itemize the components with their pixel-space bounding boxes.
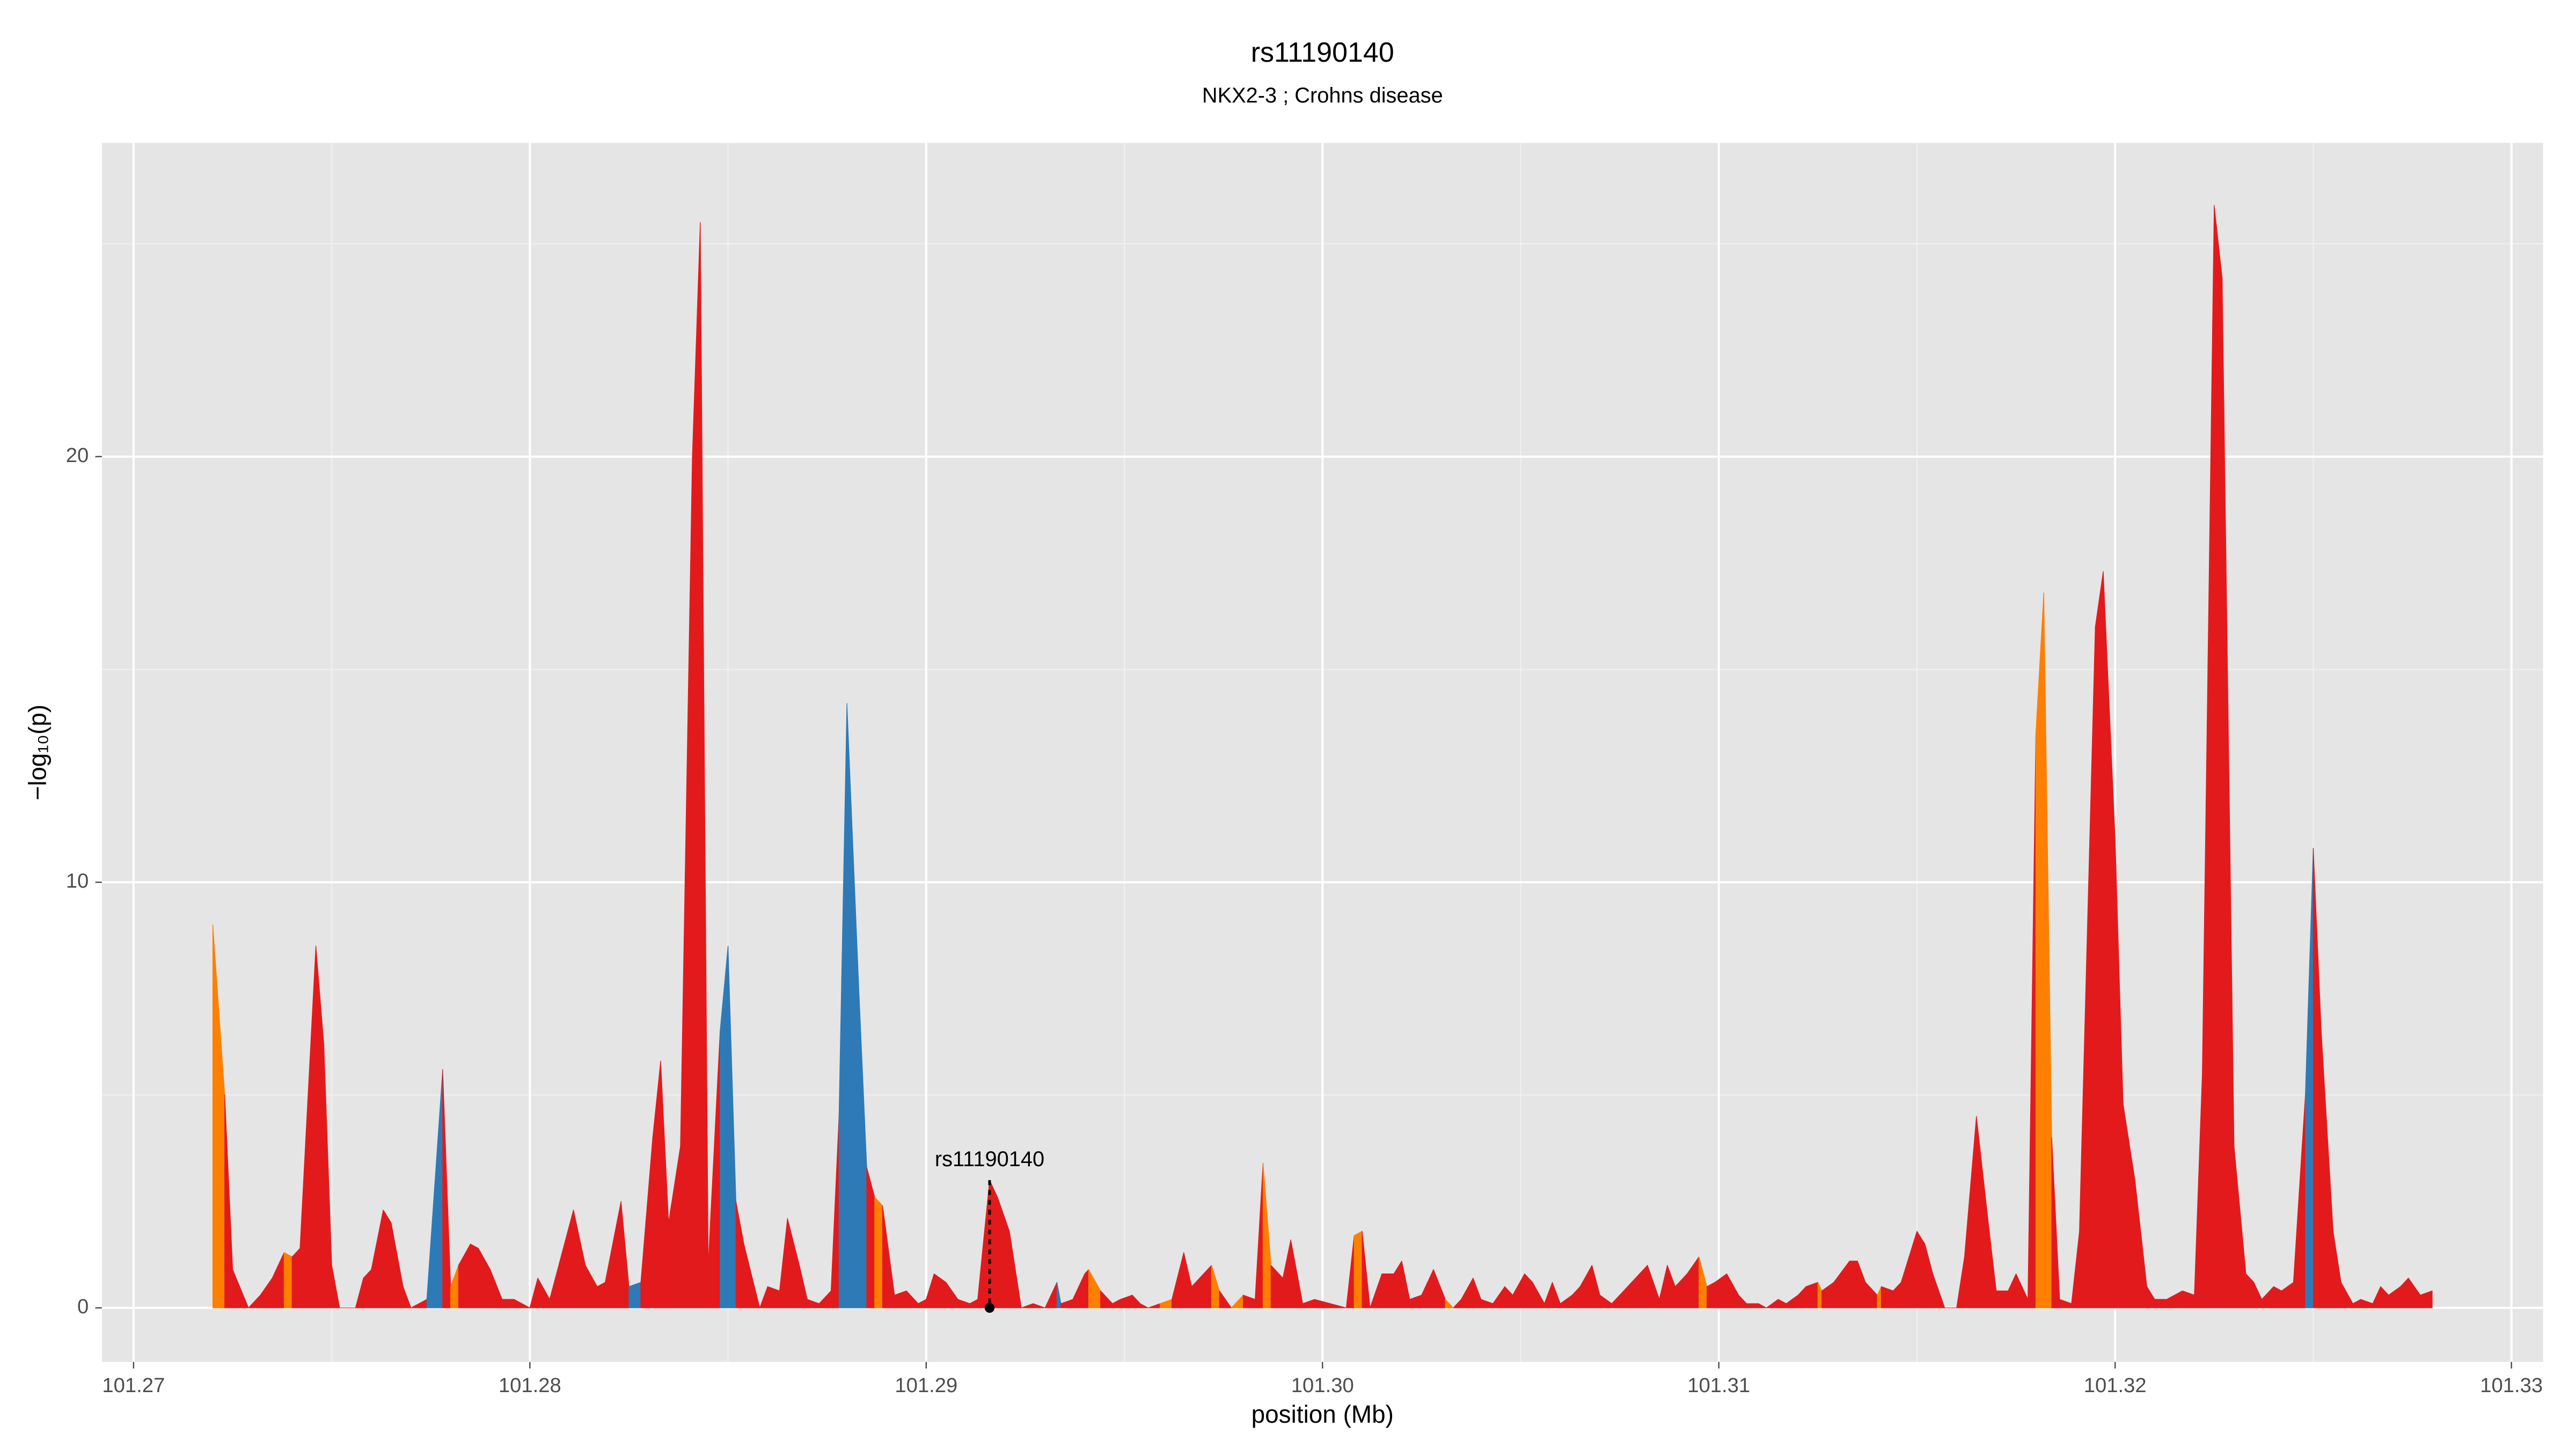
y-tick-label: 20 [66, 444, 89, 467]
annotation-label: rs11190140 [935, 1147, 1044, 1171]
area-segment [1445, 1299, 1454, 1308]
area-segment [1009, 1231, 1022, 1308]
x-tick-label: 101.32 [2084, 1374, 2147, 1397]
area-segment [1916, 1231, 1926, 1308]
area-segment [2154, 1299, 2167, 1308]
area-segment [1706, 1282, 1715, 1308]
area-segment [1758, 1303, 1767, 1308]
area-segment [628, 1282, 641, 1308]
x-tick-label: 101.31 [1687, 1374, 1750, 1397]
area-segment [597, 1282, 606, 1308]
x-tick-label: 101.28 [499, 1374, 561, 1397]
area-segment [514, 1299, 530, 1308]
area-segment [2214, 205, 2223, 1308]
area-segment [1362, 1231, 1371, 1308]
x-tick-label: 101.29 [895, 1374, 957, 1397]
area-segment [1084, 1269, 1089, 1308]
area-segment [1139, 1303, 1148, 1308]
y-tick-label: 10 [66, 869, 89, 892]
y-axis-label: −log₁₀(p) [24, 705, 52, 801]
area-segment [1932, 1273, 1945, 1308]
x-axis-label: position (Mb) [1252, 1400, 1394, 1428]
area-segment [2095, 571, 2104, 1308]
area-segment [743, 1243, 760, 1308]
area-segment [1849, 1261, 1858, 1308]
area [212, 205, 2433, 1308]
area-segment [1805, 1282, 1818, 1308]
grid [101, 143, 2543, 1362]
y-tick-label: 0 [77, 1295, 89, 1318]
area-segment [1381, 1273, 1394, 1308]
area-segment [331, 1265, 340, 1308]
area-segment [283, 1252, 292, 1308]
area-segment [1330, 1303, 1347, 1308]
area-segment [1033, 1303, 1045, 1308]
x-tick-label: 101.27 [102, 1374, 165, 1397]
area-segment [502, 1299, 515, 1308]
annotation-point [984, 1302, 995, 1313]
area-segment [1353, 1231, 1363, 1308]
area-segment [402, 1286, 412, 1308]
chart-subtitle: NKX2-3 ; Crohns disease [1202, 84, 1443, 107]
area-segment [1219, 1290, 1232, 1308]
x-tick-label: 101.33 [2480, 1374, 2543, 1397]
area-segment [232, 1269, 249, 1308]
area-segment [2420, 1290, 2433, 1308]
area-segment [383, 1210, 392, 1308]
area-segment [470, 1243, 479, 1308]
chart-title: rs11190140 [1251, 37, 1394, 68]
x-tick-label: 101.30 [1291, 1374, 1354, 1397]
area-segment [1996, 1290, 2009, 1308]
area-segment [291, 1248, 301, 1308]
area-segment [1746, 1303, 1759, 1308]
area-segment [874, 1197, 883, 1308]
